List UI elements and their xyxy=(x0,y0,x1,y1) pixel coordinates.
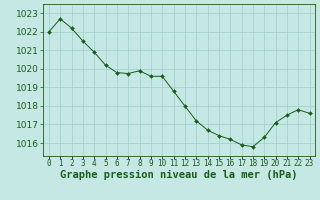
X-axis label: Graphe pression niveau de la mer (hPa): Graphe pression niveau de la mer (hPa) xyxy=(60,170,298,180)
